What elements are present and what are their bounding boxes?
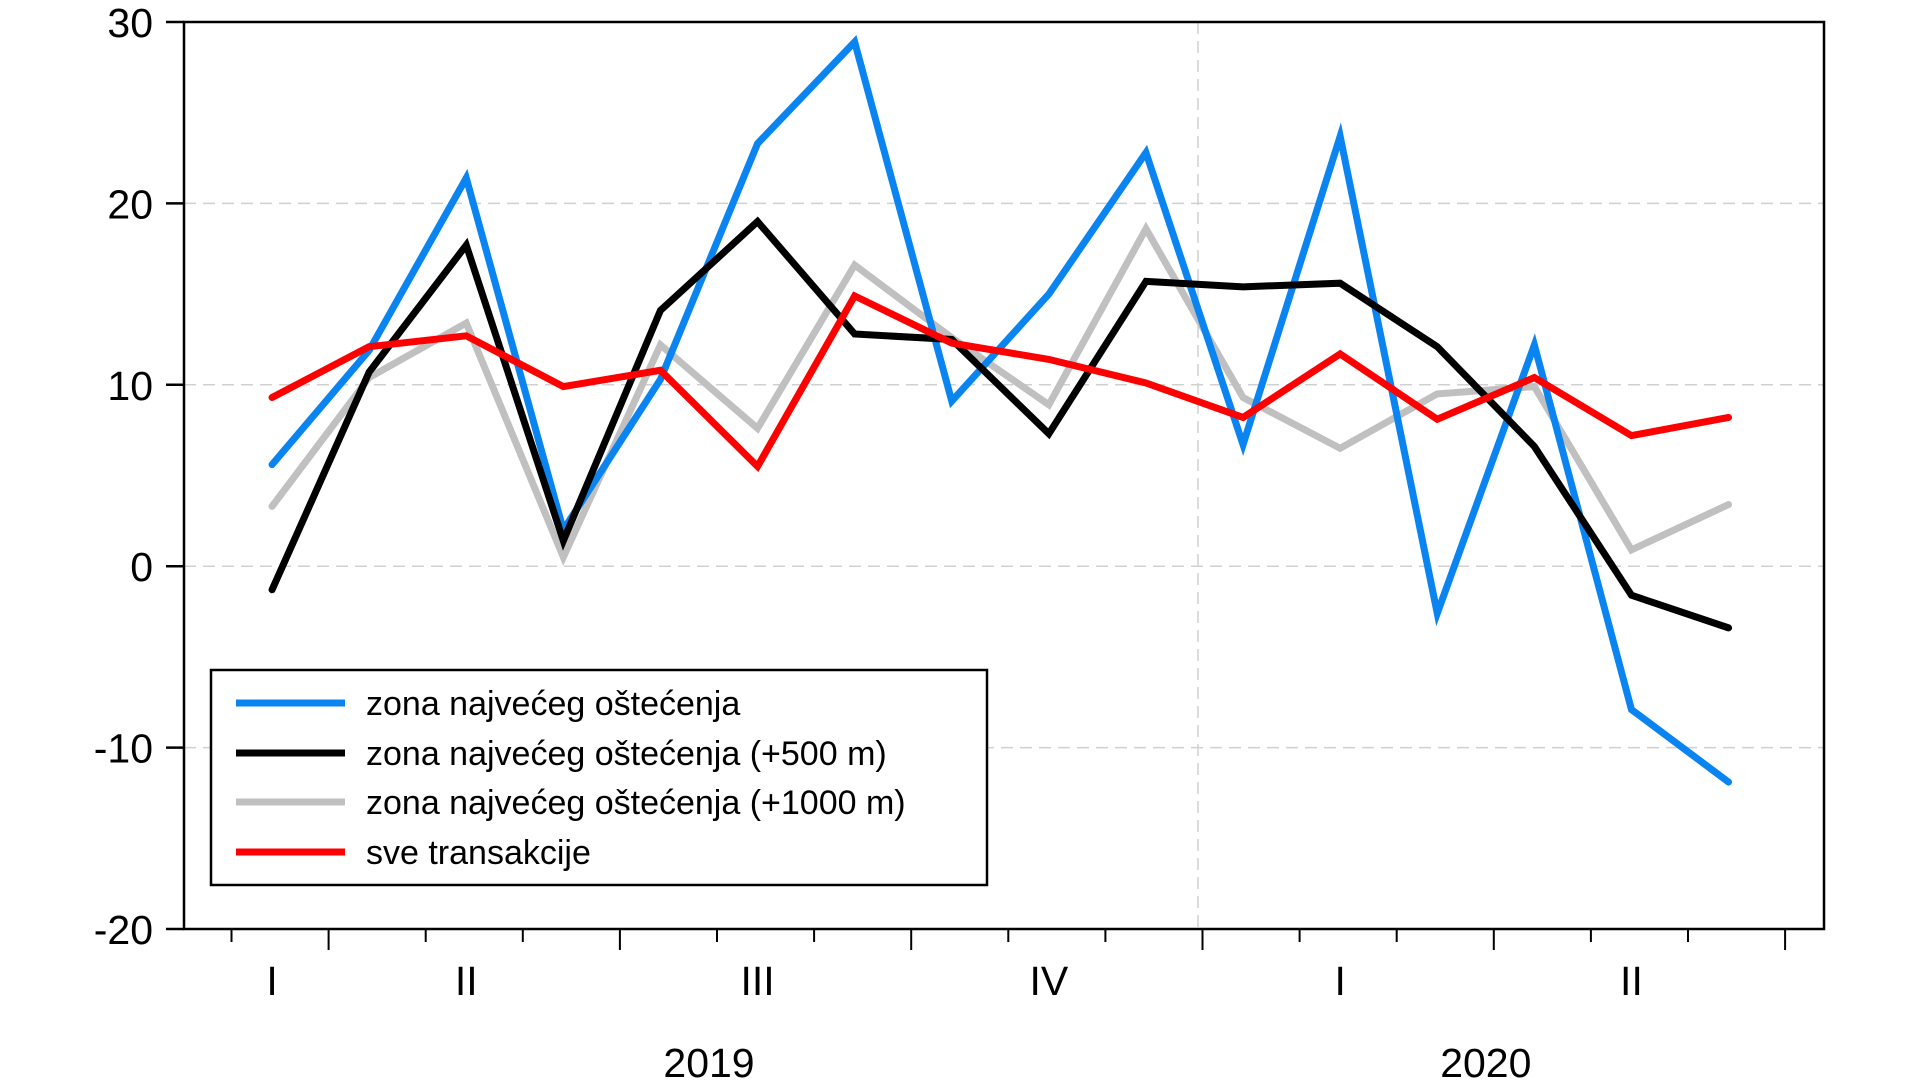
legend-label: zona najvećeg oštećenja (+1000 m) — [366, 784, 906, 822]
series-line-3 — [268, 221, 1733, 566]
y-tick-label: 30 — [107, 0, 153, 46]
plot-frame — [182, 20, 1826, 931]
y-tick-label: 20 — [107, 181, 153, 227]
series-line-4 — [268, 291, 1733, 473]
x-year-label: 2020 — [1440, 1040, 1531, 1080]
x-quarter-label: I — [266, 958, 277, 1004]
x-quarter-label: III — [740, 958, 774, 1004]
y-axis: 30 20 10 0 -10 -20 — [94, 0, 184, 953]
y-tick-label: 0 — [130, 544, 153, 590]
x-year-label: 2019 — [663, 1040, 754, 1080]
legend-label: zona najvećeg oštećenja (+500 m) — [366, 735, 887, 773]
series-layer — [268, 35, 1733, 786]
legend: zona najvećeg oštećenja zona najvećeg ošt… — [209, 668, 989, 887]
series-line-1 — [268, 35, 1733, 786]
legend-label: zona najvećeg oštećenja — [366, 685, 740, 723]
x-quarter-label: IV — [1029, 958, 1068, 1004]
x-quarter-label: II — [1620, 958, 1643, 1004]
y-tick-label: -10 — [94, 726, 153, 772]
x-quarter-label: I — [1334, 958, 1345, 1004]
legend-label: sve transakcije — [366, 834, 591, 872]
x-quarter-label: II — [455, 958, 478, 1004]
y-tick-label: -20 — [94, 907, 153, 953]
y-tick-label: 10 — [107, 363, 153, 409]
